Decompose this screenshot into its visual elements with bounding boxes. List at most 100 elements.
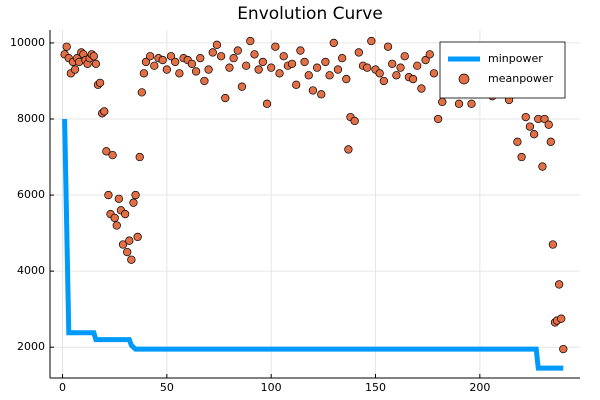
legend-swatch xyxy=(458,73,470,85)
scatter-point xyxy=(95,78,105,88)
scatter-point xyxy=(158,55,167,65)
x-tick-label: 150 xyxy=(365,381,386,394)
scatter-point xyxy=(392,71,401,80)
x-tick-label: 200 xyxy=(469,381,490,394)
scatter-point xyxy=(333,65,343,74)
scatter-point xyxy=(229,53,238,63)
y-tick-label: 8000 xyxy=(17,112,45,125)
scatter-point xyxy=(342,74,351,84)
scatter-point xyxy=(557,314,566,323)
scatter-point xyxy=(517,152,526,162)
scatter-point xyxy=(321,57,330,67)
scatter-point xyxy=(546,137,555,146)
scatter-point xyxy=(329,38,338,48)
scatter-point xyxy=(118,240,128,249)
scatter-point xyxy=(104,190,113,200)
scatter-point xyxy=(454,99,464,108)
scatter-point xyxy=(317,90,326,99)
scatter-point xyxy=(114,194,124,204)
x-tick-label: 50 xyxy=(160,381,174,394)
scatter-point xyxy=(146,52,155,61)
scatter-point xyxy=(271,42,280,51)
scatter-point xyxy=(135,152,144,162)
scatter-point xyxy=(127,255,136,264)
scatter-point xyxy=(379,76,389,86)
scatter-point xyxy=(308,86,318,95)
scatter-point xyxy=(421,55,430,65)
scatter-point xyxy=(540,114,549,124)
scatter-point xyxy=(417,84,426,93)
scatter-point xyxy=(241,61,251,70)
scatter-point xyxy=(133,232,142,242)
chart-title: Envolution Curve xyxy=(237,4,383,24)
scatter-point xyxy=(559,344,568,354)
scatter-point xyxy=(137,88,146,97)
scatter-point xyxy=(200,76,209,86)
scatter-point xyxy=(150,61,159,70)
scatter-point xyxy=(433,114,443,124)
scatter-point xyxy=(438,97,447,107)
scatter-point xyxy=(554,280,564,289)
y-tick-label: 2000 xyxy=(17,340,45,353)
scatter-point xyxy=(292,80,301,89)
scatter-point xyxy=(538,162,547,171)
scatter-point xyxy=(166,52,176,61)
scatter-point xyxy=(513,137,522,146)
scatter-point xyxy=(110,213,119,223)
scatter-point xyxy=(521,112,530,122)
scatter-point xyxy=(300,57,309,67)
scatter-point xyxy=(123,247,132,257)
scatter-point xyxy=(102,147,111,156)
y-tick-label: 6000 xyxy=(17,188,45,201)
scatter-point xyxy=(529,130,539,139)
scatter-point xyxy=(275,69,284,78)
scatter-point xyxy=(131,190,140,200)
scatter-point xyxy=(467,99,476,108)
scatter-point xyxy=(208,48,217,57)
scatter-point xyxy=(383,42,393,51)
legend-box xyxy=(439,41,566,99)
scatter-point xyxy=(212,40,222,49)
scatter-point xyxy=(287,59,297,68)
scatter-point xyxy=(413,61,422,70)
scatter-point xyxy=(129,198,138,207)
scatter-point xyxy=(296,46,305,55)
scatter-point xyxy=(162,65,172,74)
x-tick-label: 100 xyxy=(261,381,282,394)
scatter-point xyxy=(367,36,376,46)
scatter-point xyxy=(196,53,205,63)
scatter-point xyxy=(108,150,117,160)
scatter-point xyxy=(254,65,263,74)
scatter-point xyxy=(375,69,384,78)
scatter-point xyxy=(325,71,334,80)
scatter-point xyxy=(400,52,409,61)
scatter-point xyxy=(312,63,322,72)
scatter-point xyxy=(408,74,418,84)
scatter-point xyxy=(171,57,180,67)
x-tick-label: 0 xyxy=(59,381,66,394)
y-tick-label: 4000 xyxy=(17,264,45,277)
scatter-point xyxy=(267,63,276,72)
scatter-point xyxy=(216,52,226,61)
scatter-point xyxy=(304,71,313,80)
scatter-point xyxy=(62,42,71,51)
scatter-point xyxy=(246,36,255,46)
scatter-point xyxy=(525,122,535,131)
scatter-point xyxy=(70,65,80,74)
legend-label: meanpower xyxy=(488,72,554,85)
scatter-point xyxy=(258,57,267,67)
scatter-point xyxy=(237,82,247,91)
scatter-point xyxy=(112,221,121,230)
scatter-point xyxy=(187,59,197,68)
scatter-point xyxy=(233,46,242,55)
scatter-point xyxy=(191,67,201,76)
scatter-point xyxy=(425,50,434,59)
y-tick-label: 10000 xyxy=(10,36,45,49)
scatter-point xyxy=(548,240,558,249)
scatter-point xyxy=(225,63,234,72)
scatter-point xyxy=(139,69,149,78)
scatter-point xyxy=(221,93,230,103)
scatter-point xyxy=(250,50,259,59)
scatter-point xyxy=(204,65,213,74)
